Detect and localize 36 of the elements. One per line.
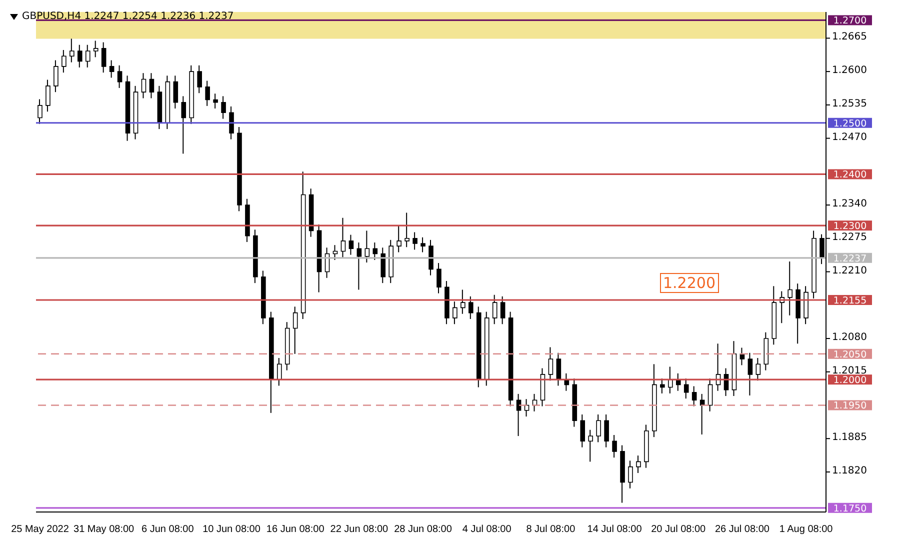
y-tick-label: 1.2665 — [832, 32, 867, 43]
ref-line-label: 1.2400 — [833, 170, 867, 181]
y-tick-label: 1.2080 — [832, 332, 867, 344]
x-tick-label: 14 Jul 08:00 — [587, 524, 642, 535]
ref-line-label: 1.2237 — [833, 253, 867, 264]
y-tick-label: 1.2340 — [832, 198, 867, 210]
x-tick-label: 26 Jul 08:00 — [714, 524, 770, 535]
y-tick-label: 1.1885 — [832, 432, 867, 444]
x-tick-label: 16 Jun 08:00 — [266, 524, 325, 535]
ref-line-label: 1.1750 — [833, 503, 867, 514]
y-tick-label: 1.2470 — [832, 132, 867, 143]
y-tick-label: 1.2210 — [832, 265, 867, 276]
y-tick-label: 1.2275 — [832, 232, 867, 243]
y-tick-label: 1.1820 — [832, 466, 867, 477]
annotation: 1.2200 — [660, 273, 718, 293]
ref-line-label: 1.1950 — [833, 400, 867, 412]
ref-line-label: 1.2700 — [833, 16, 867, 27]
ref-line-label: 1.2050 — [833, 349, 867, 360]
x-tick-label: 22 Jun 08:00 — [330, 524, 389, 535]
x-tick-label: 28 Jun 08:00 — [394, 524, 452, 535]
x-tick-label: 25 May 2022 — [11, 524, 70, 535]
ref-line-label: 1.2300 — [833, 221, 867, 232]
x-tick-label: 1 Aug 08:00 — [779, 524, 834, 535]
x-tick-label: 10 Jun 08:00 — [202, 524, 261, 535]
x-tick-label: 4 Jul 08:00 — [462, 524, 512, 535]
x-tick-label: 6 Jun 08:00 — [142, 524, 194, 535]
y-tick-label: 1.2600 — [832, 65, 867, 76]
ref-line-label: 1.2500 — [833, 118, 867, 130]
x-tick-label: 31 May 08:00 — [74, 524, 135, 535]
x-tick-label: 20 Jul 08:00 — [651, 524, 706, 535]
y-tick-label: 1.2535 — [832, 98, 867, 110]
y-tick-label: 1.2015 — [832, 365, 867, 376]
x-tick-label: 8 Jul 08:00 — [526, 524, 576, 535]
chart-title: GBPUSD,H4 1.2247 1.2254 1.2236 1.2237 — [22, 11, 234, 22]
ref-line-label: 1.2000 — [833, 375, 867, 386]
ref-line-label: 1.2155 — [833, 295, 867, 306]
